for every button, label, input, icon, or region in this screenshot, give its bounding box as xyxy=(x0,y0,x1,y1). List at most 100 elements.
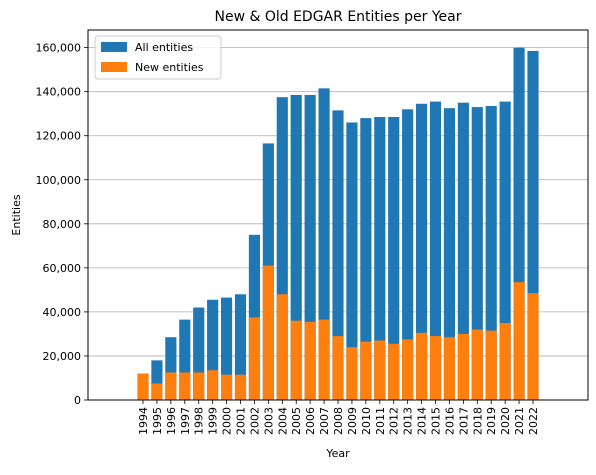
bar-new-entities xyxy=(388,343,400,400)
bar-all-entities xyxy=(207,299,219,400)
bar-new-entities xyxy=(374,340,386,400)
bar-new-entities xyxy=(234,374,247,400)
y-tick-label: 0 xyxy=(74,394,81,407)
bar-new-entities xyxy=(485,330,497,400)
bar-all-entities xyxy=(151,360,163,400)
x-tick-label: 2012 xyxy=(388,407,401,435)
bar-new-entities xyxy=(193,372,205,400)
bar-new-entities xyxy=(471,329,483,400)
x-tick-label: 2001 xyxy=(235,407,248,435)
bar-all-entities xyxy=(374,116,386,400)
x-tick-label: 1997 xyxy=(179,407,192,435)
bar-all-entities xyxy=(499,101,511,400)
bar-new-entities xyxy=(527,293,539,400)
x-tick-label: 2002 xyxy=(248,407,261,435)
bar-all-entities xyxy=(527,50,539,401)
bar-new-entities xyxy=(165,372,177,400)
y-tick-label: 20,000 xyxy=(43,350,82,363)
x-tick-label: 2004 xyxy=(276,407,289,435)
legend-swatch-all-entities xyxy=(101,42,127,52)
bar-new-entities xyxy=(221,374,233,400)
bar-all-entities xyxy=(388,116,400,400)
x-tick-label: 2019 xyxy=(485,407,498,435)
bar-all-entities xyxy=(332,110,344,400)
y-tick-label: 80,000 xyxy=(43,218,82,231)
bar-new-entities xyxy=(332,336,344,400)
bar-all-entities xyxy=(276,97,288,401)
x-tick-label: 2003 xyxy=(262,407,275,435)
bar-new-entities xyxy=(416,332,428,400)
x-axis-ticks: 1994 1995 1996 1997 1998 1999 2000 2001 2002 2003… xyxy=(137,400,540,435)
bar-new-entities xyxy=(207,370,219,400)
bar-new-entities xyxy=(499,322,511,400)
bar-all-entities xyxy=(513,47,525,400)
bar-new-entities xyxy=(318,319,330,400)
x-tick-label: 2016 xyxy=(443,407,456,435)
legend-label-all-entities: All entities xyxy=(135,41,193,54)
bar-new-entities xyxy=(513,282,525,400)
bar-all-entities xyxy=(471,107,483,400)
bar-all-entities xyxy=(429,101,442,400)
bar-all-entities xyxy=(402,109,414,401)
bar-new-entities xyxy=(276,294,288,400)
bar-all-entities xyxy=(360,118,372,400)
x-tick-label: 2009 xyxy=(346,407,359,435)
x-tick-label: 2005 xyxy=(290,407,303,435)
bar-new-entities xyxy=(360,341,372,400)
bar-all-entities xyxy=(234,294,247,400)
x-tick-label: 2015 xyxy=(430,407,443,435)
x-tick-label: 1996 xyxy=(165,407,178,435)
legend-swatch-new-entities xyxy=(101,62,127,72)
chart-title: New & Old EDGAR Entities per Year xyxy=(214,9,461,25)
y-tick-label: 100,000 xyxy=(36,174,82,187)
bar-all-entities xyxy=(457,102,469,400)
bar-new-entities xyxy=(443,337,455,400)
bar-all-entities xyxy=(318,88,330,400)
bar-all-entities xyxy=(485,105,497,400)
y-tick-label: 160,000 xyxy=(36,42,82,55)
x-tick-label: 2000 xyxy=(221,407,234,435)
bar-new-entities xyxy=(346,347,358,400)
x-tick-label: 1998 xyxy=(193,407,206,435)
y-tick-label: 140,000 xyxy=(36,86,82,99)
x-tick-label: 2020 xyxy=(499,407,512,435)
bar-all-entities xyxy=(165,337,177,400)
bar-all-entities xyxy=(290,94,302,400)
new-entities-bars xyxy=(137,265,539,400)
x-tick-label: 1994 xyxy=(137,407,150,435)
legend: All entities New entities xyxy=(94,35,222,80)
bar-new-entities xyxy=(457,333,469,400)
bar-new-entities xyxy=(402,339,414,400)
x-tick-label: 2018 xyxy=(471,407,484,435)
bar-new-entities xyxy=(137,373,149,400)
x-tick-label: 2022 xyxy=(527,407,540,435)
x-tick-label: 2007 xyxy=(318,407,331,435)
bar-new-entities xyxy=(179,372,191,400)
bar-new-entities xyxy=(262,265,274,400)
x-tick-label: 2013 xyxy=(402,407,415,435)
bar-all-entities xyxy=(346,122,358,400)
x-tick-label: 2021 xyxy=(513,407,526,435)
x-tick-label: 1999 xyxy=(207,407,220,435)
y-tick-label: 40,000 xyxy=(43,306,82,319)
bar-all-entities xyxy=(193,307,205,400)
x-tick-label: 2011 xyxy=(374,407,387,435)
bar-new-entities xyxy=(151,383,163,400)
bar-all-entities xyxy=(443,108,455,401)
x-tick-label: 2014 xyxy=(416,407,429,435)
bar-all-entities xyxy=(179,319,191,400)
bar-all-entities xyxy=(416,103,428,401)
bar-new-entities xyxy=(429,336,442,400)
y-tick-label: 120,000 xyxy=(36,130,82,143)
x-tick-label: 2010 xyxy=(360,407,373,435)
x-tick-label: 1995 xyxy=(151,407,164,435)
y-tick-label: 60,000 xyxy=(43,262,82,275)
legend-label-new-entities: New entities xyxy=(135,61,204,74)
bar-new-entities xyxy=(248,317,260,400)
bar-new-entities xyxy=(304,321,316,400)
y-axis-ticks: 0 20,000 40,000 60,000 80,000 100,000 120,000 1… xyxy=(36,42,88,407)
x-axis-label: Year xyxy=(325,447,350,460)
y-axis-label: Entities xyxy=(10,194,23,235)
bar-all-entities xyxy=(221,297,233,400)
